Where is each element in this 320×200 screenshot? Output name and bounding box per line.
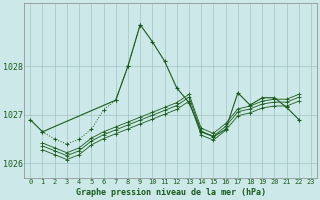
X-axis label: Graphe pression niveau de la mer (hPa): Graphe pression niveau de la mer (hPa)	[76, 188, 266, 197]
